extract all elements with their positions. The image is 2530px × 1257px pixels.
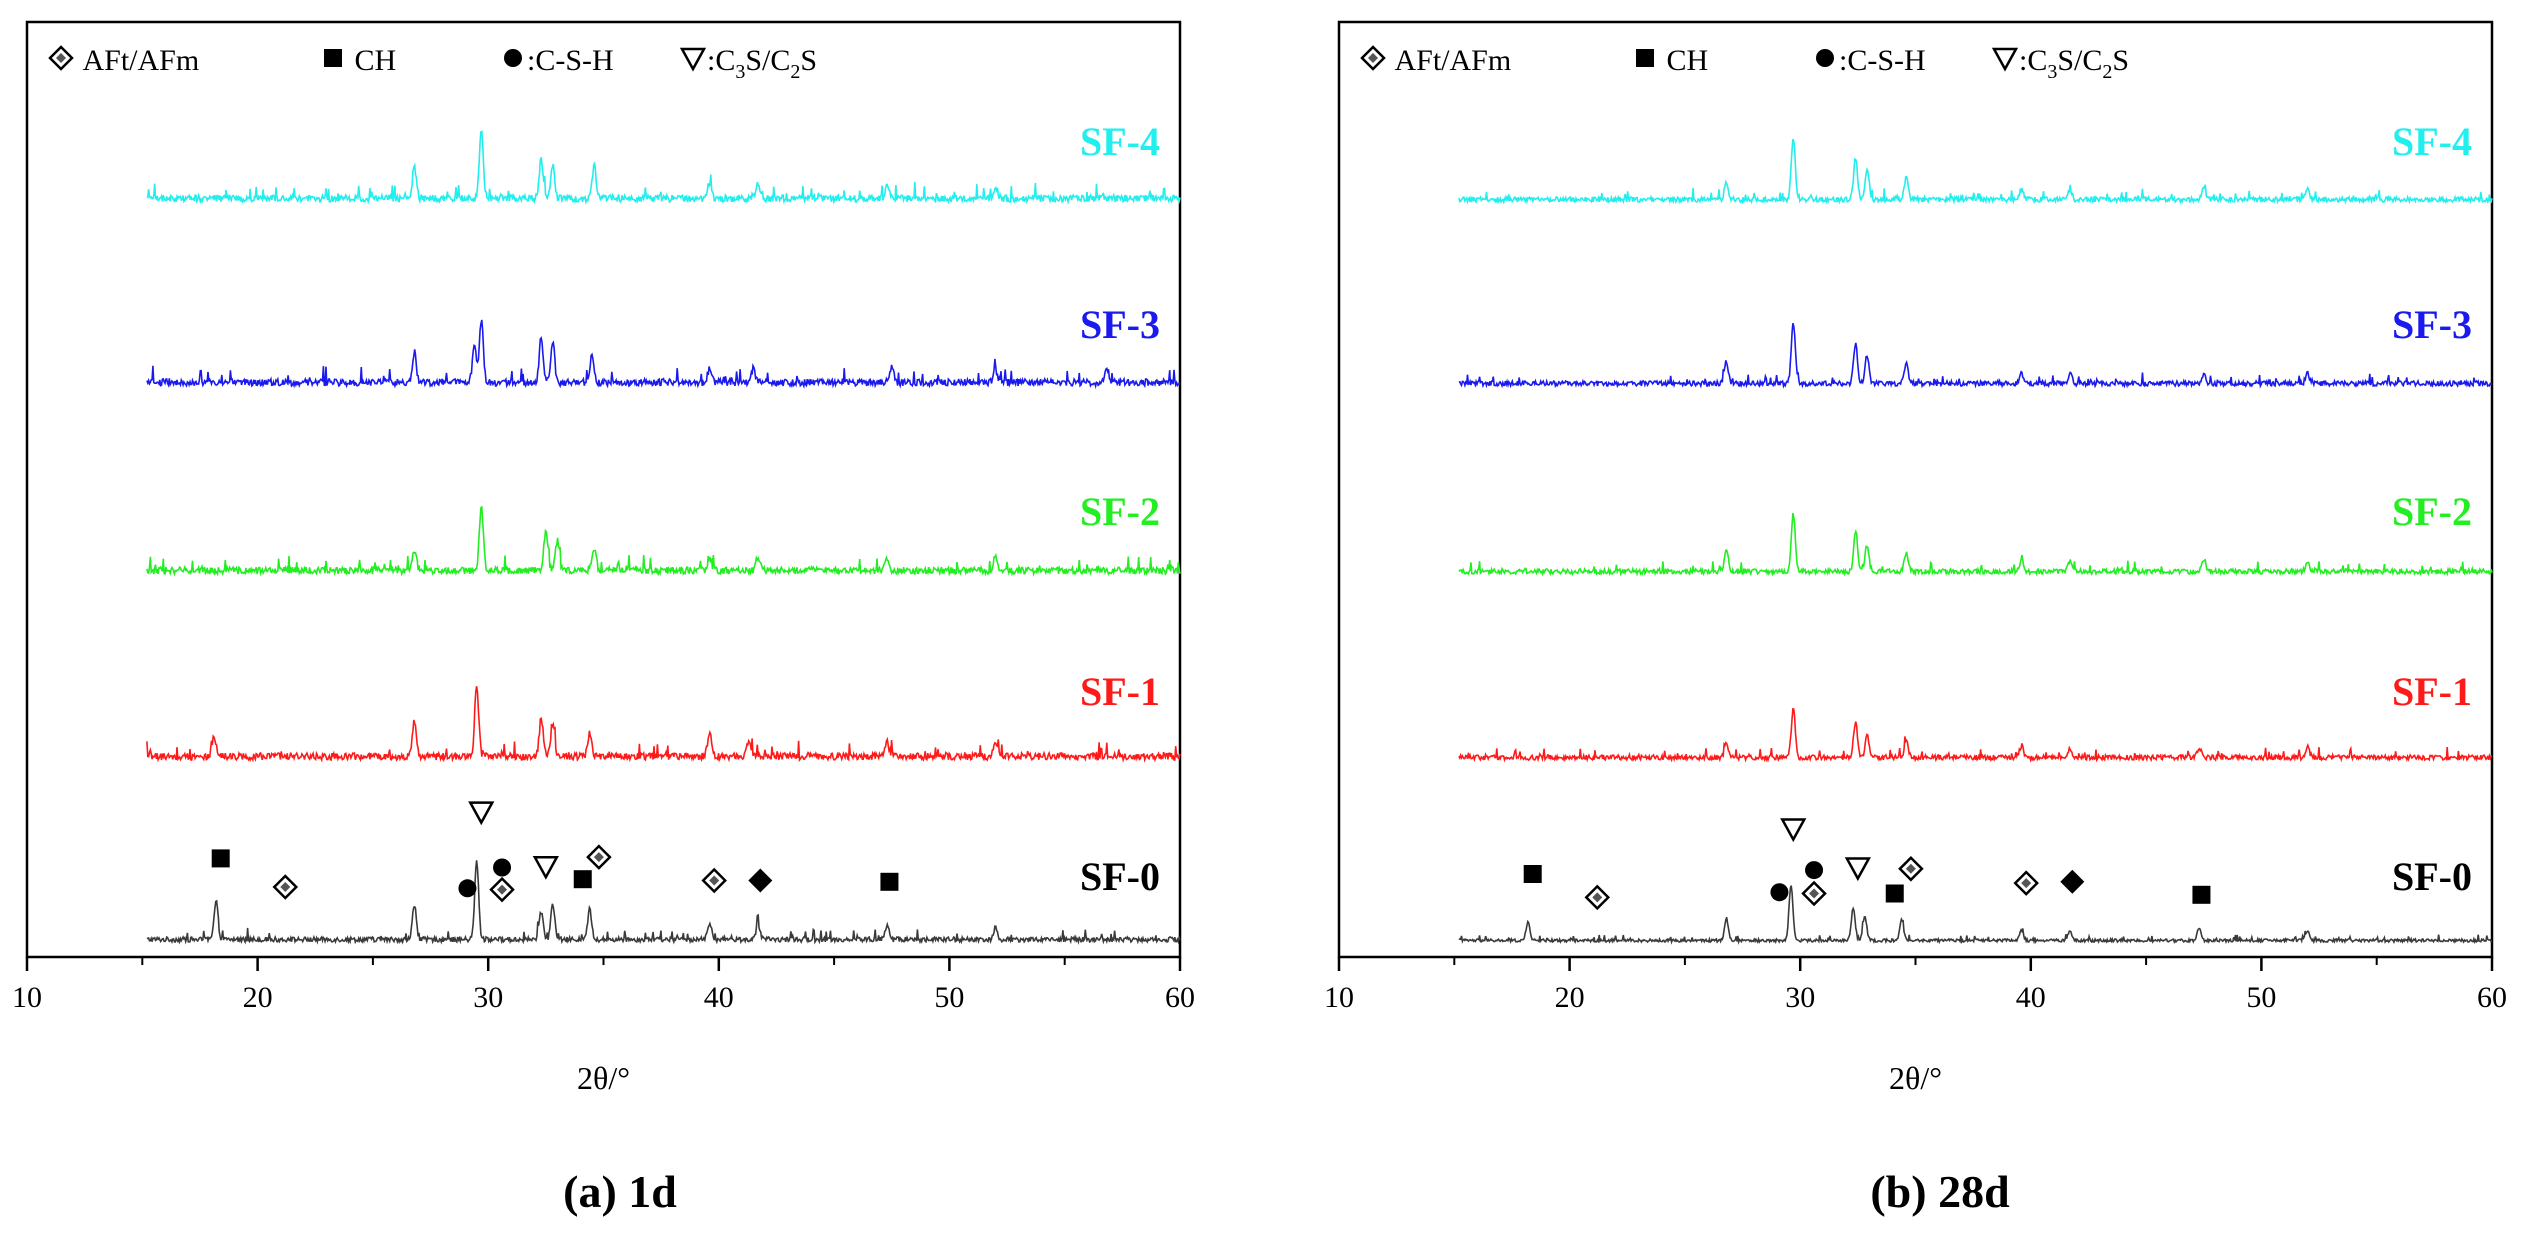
x-tick-label: 40 [2016,981,2046,1014]
series-label-sf-0: SF-0 [1080,854,1160,899]
legend-label: :C-S-H [1839,44,1926,77]
legend-circle-icon [504,49,522,67]
series-sf-1-trace [146,686,1181,763]
phase-marker-triangle-down-icon [468,801,495,826]
phase-marker-square-icon [2192,885,2211,904]
x-tick-label: 10 [12,981,42,1014]
x-tick-label: 20 [1555,981,1585,1014]
chart-panel-a: 10 20 30 40 50 60 2θ/° AFt/AFm CH :C-S-H :C3S/C2… [12,20,1195,1096]
x-tick-label: 30 [1785,981,1815,1014]
legend-label: CH [1659,44,1708,77]
phase-marker-square-icon [880,872,899,891]
phase-marker-diamond-dot-icon [1898,856,1924,882]
phase-marker-square-icon [1523,865,1542,883]
chart-panel-b: 10 20 30 40 50 60 2θ/° AFt/AFm CH :C-S-H :C3S/C2… [1324,20,2507,1096]
phase-marker-circle-icon [1770,883,1789,902]
plot-frame [25,20,1182,959]
legend-label: CH [347,44,396,77]
legend-circle-icon [1816,49,1834,67]
legend-entry: :C-S-H [504,44,614,77]
legend-square-icon [324,49,342,67]
legend-diamond-dot-icon [48,45,74,71]
x-tick-label: 40 [704,981,734,1014]
phase-marker-square-icon [211,849,230,868]
series-sf-4-trace [146,130,1181,205]
series-label-sf-3: SF-3 [2392,302,2472,347]
x-axis-label: 2θ/° [1889,1060,1942,1096]
x-tick-label: 10 [1324,981,1354,1014]
x-tick-label: 60 [1165,981,1195,1014]
series-sf-2-trace [1458,512,2493,577]
x-tick-label: 50 [934,981,964,1014]
series-label-sf-3: SF-3 [1080,302,1160,347]
phase-marker-diamond-icon [748,868,773,893]
legend-label: :C3S/C2S [2019,44,2129,83]
legend-entry: CH [1636,44,1708,77]
series-sf-0-trace [146,860,1181,945]
phase-marker-diamond-dot-icon [489,876,515,903]
series-sf-4-trace [1458,138,2493,205]
x-tick-label: 60 [2477,981,2507,1014]
legend-triangle-down-icon [679,47,707,72]
series-label-sf-4: SF-4 [2392,119,2472,164]
series-label-sf-2: SF-2 [1080,489,1160,534]
phase-marker-triangle-down-icon [532,855,559,880]
x-tick-label: 50 [2246,981,2276,1014]
x-axis-label: 2θ/° [577,1060,630,1096]
series-label-sf-2: SF-2 [2392,489,2472,534]
legend-label: :C3S/C2S [707,44,817,83]
legend-entry: :C3S/C2S [679,44,817,83]
phase-marker-diamond-dot-icon [1801,880,1827,907]
x-tick-label: 20 [243,981,273,1014]
plot-frame [1337,20,2494,959]
legend-entry: AFt/AFm [1360,44,1511,77]
legend-entry: AFt/AFm [48,44,199,77]
series-label-sf-4: SF-4 [1080,119,1160,164]
phase-marker-diamond-dot-icon [701,867,727,894]
legend-label: AFt/AFm [1387,44,1511,77]
series-sf-0-trace [1458,885,2493,945]
phase-marker-square-icon [1885,884,1904,903]
series-label-sf-0: SF-0 [2392,854,2472,899]
legend-square-icon [1636,49,1654,67]
legend-label: AFt/AFm [75,44,199,77]
series-sf-1-trace [1458,707,2493,764]
legend-entry: :C3S/C2S [1991,44,2129,83]
caption-a: (a) 1d [563,1166,677,1217]
caption-b: (b) 28d [1870,1166,2010,1217]
legend-label: :C-S-H [527,44,614,77]
phase-marker-diamond-dot-icon [2013,870,2039,896]
legend-triangle-down-icon [1991,47,2019,72]
phase-marker-diamond-dot-icon [272,874,299,900]
series-sf-3-trace [1458,322,2493,389]
series-sf-2-trace [146,505,1181,577]
phase-marker-diamond-dot-icon [586,844,612,870]
phase-marker-circle-icon [493,858,512,877]
phase-marker-circle-icon [458,879,477,898]
legend-diamond-dot-icon [1360,45,1386,71]
x-tick-label: 30 [473,981,503,1014]
phase-marker-square-icon [573,870,592,889]
phase-marker-triangle-down-icon [1780,818,1807,843]
series-label-sf-1: SF-1 [1080,669,1160,714]
legend-entry: :C-S-H [1816,44,1926,77]
series-label-sf-1: SF-1 [2392,669,2472,714]
phase-marker-circle-icon [1805,861,1824,880]
series-sf-3-trace [146,319,1181,390]
legend-entry: CH [324,44,396,77]
phase-marker-diamond-icon [2060,869,2085,894]
phase-marker-triangle-down-icon [1844,857,1871,882]
phase-marker-diamond-dot-icon [1584,884,1611,911]
